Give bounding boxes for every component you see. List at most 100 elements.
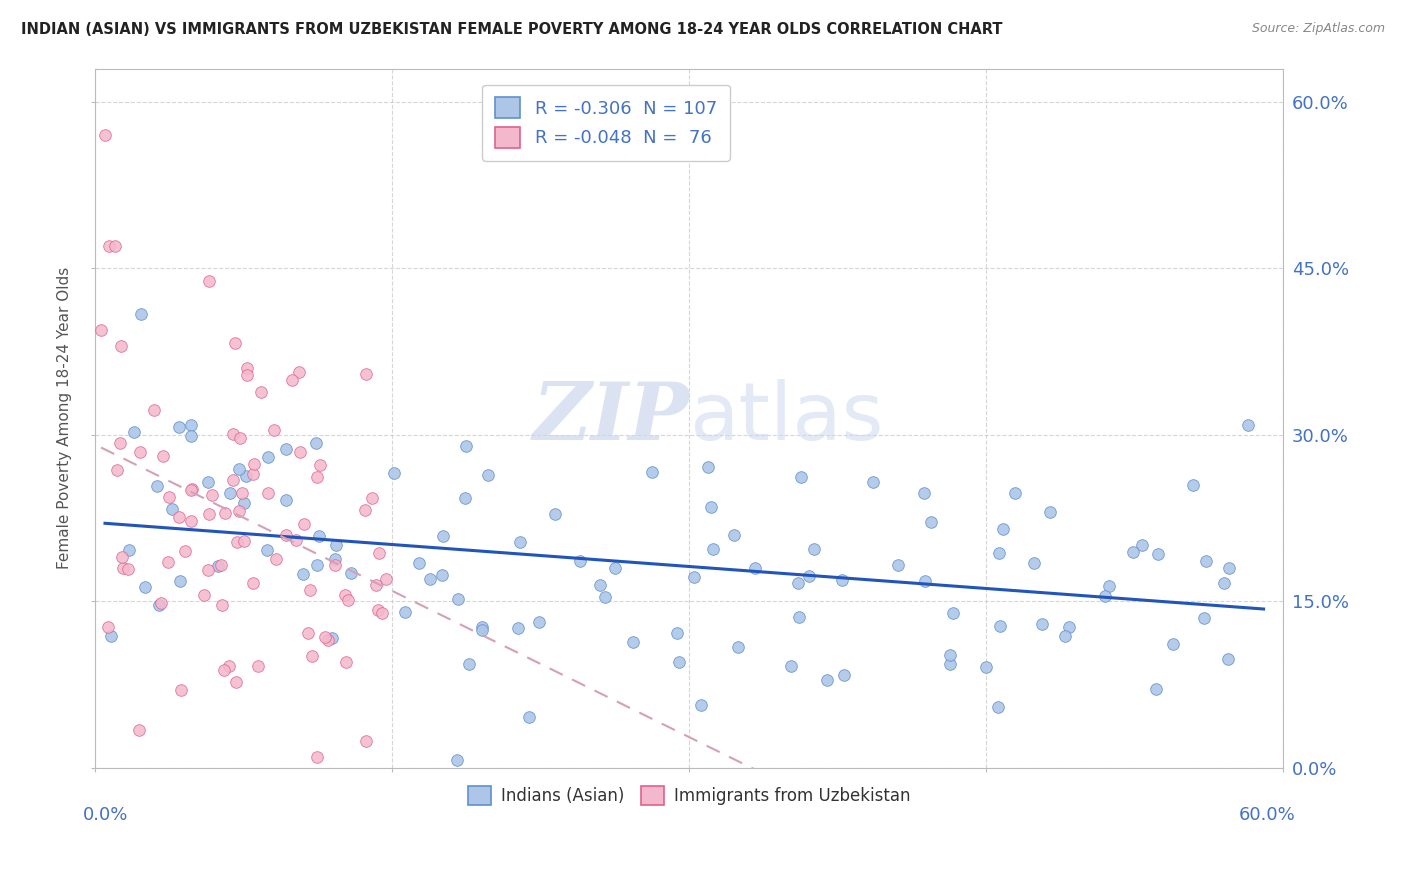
Point <box>228 504 250 518</box>
Point <box>1054 630 1077 644</box>
Point <box>124 425 146 439</box>
Point <box>149 596 172 610</box>
Point <box>689 698 711 712</box>
Point <box>702 542 724 557</box>
Point <box>263 423 285 437</box>
Point <box>666 625 689 640</box>
Text: atlas: atlas <box>689 379 883 457</box>
Point <box>162 502 184 516</box>
Point <box>228 462 250 476</box>
Point <box>264 551 287 566</box>
Point <box>226 535 249 549</box>
Point <box>790 470 813 484</box>
Point <box>394 605 416 619</box>
Point <box>214 506 236 520</box>
Point <box>128 723 150 737</box>
Point <box>316 632 339 647</box>
Point <box>382 466 405 480</box>
Point <box>458 657 481 672</box>
Point <box>1130 538 1153 552</box>
Point <box>1031 617 1053 632</box>
Point <box>976 660 998 674</box>
Point <box>256 543 278 558</box>
Point <box>780 659 803 673</box>
Point <box>815 673 838 688</box>
Point <box>274 493 297 508</box>
Point <box>323 558 346 572</box>
Point <box>454 491 477 505</box>
Point <box>419 572 441 586</box>
Text: 60.0%: 60.0% <box>1239 806 1295 824</box>
Point <box>1182 478 1205 492</box>
Point <box>235 368 257 382</box>
Point <box>159 490 181 504</box>
Point <box>232 495 254 509</box>
Point <box>292 517 315 532</box>
Point <box>723 527 745 541</box>
Point <box>544 507 567 521</box>
Point <box>167 420 190 434</box>
Point <box>1161 637 1184 651</box>
Point <box>862 475 884 490</box>
Point <box>831 573 853 587</box>
Point <box>111 549 134 564</box>
Point <box>446 753 468 767</box>
Point <box>170 682 193 697</box>
Point <box>180 514 202 528</box>
Point <box>117 562 139 576</box>
Point <box>456 438 478 452</box>
Point <box>325 538 347 552</box>
Point <box>284 533 307 547</box>
Point <box>361 491 384 505</box>
Point <box>354 367 377 381</box>
Point <box>914 574 936 588</box>
Point <box>105 463 128 477</box>
Point <box>683 570 706 584</box>
Point <box>938 657 960 671</box>
Point <box>104 239 127 253</box>
Point <box>242 458 264 472</box>
Point <box>274 442 297 457</box>
Point <box>1094 589 1116 603</box>
Point <box>447 591 470 606</box>
Point <box>471 623 494 637</box>
Point <box>222 473 245 487</box>
Point <box>231 486 253 500</box>
Point <box>595 591 617 605</box>
Point <box>281 373 304 387</box>
Point <box>314 630 336 644</box>
Point <box>232 533 254 548</box>
Point <box>527 615 550 630</box>
Point <box>340 566 363 581</box>
Point <box>1122 545 1144 559</box>
Point <box>193 588 215 602</box>
Point <box>198 508 221 522</box>
Point <box>321 631 343 645</box>
Text: INDIAN (ASIAN) VS IMMIGRANTS FROM UZBEKISTAN FEMALE POVERTY AMONG 18-24 YEAR OLD: INDIAN (ASIAN) VS IMMIGRANTS FROM UZBEKI… <box>21 22 1002 37</box>
Point <box>305 470 328 484</box>
Point <box>197 475 219 489</box>
Point <box>236 361 259 376</box>
Point <box>1146 681 1168 696</box>
Point <box>288 365 311 379</box>
Point <box>641 465 664 479</box>
Point <box>110 339 132 353</box>
Point <box>100 629 122 643</box>
Point <box>169 574 191 589</box>
Point <box>221 427 243 442</box>
Point <box>727 640 749 654</box>
Point <box>987 700 1010 714</box>
Point <box>323 552 346 566</box>
Point <box>167 510 190 524</box>
Point <box>432 529 454 543</box>
Point <box>134 580 156 594</box>
Point <box>366 578 388 592</box>
Point <box>1218 561 1240 575</box>
Point <box>297 626 319 640</box>
Point <box>157 555 180 569</box>
Point <box>212 663 235 677</box>
Point <box>1039 506 1062 520</box>
Point <box>235 469 257 483</box>
Point <box>508 621 530 635</box>
Point <box>333 588 356 602</box>
